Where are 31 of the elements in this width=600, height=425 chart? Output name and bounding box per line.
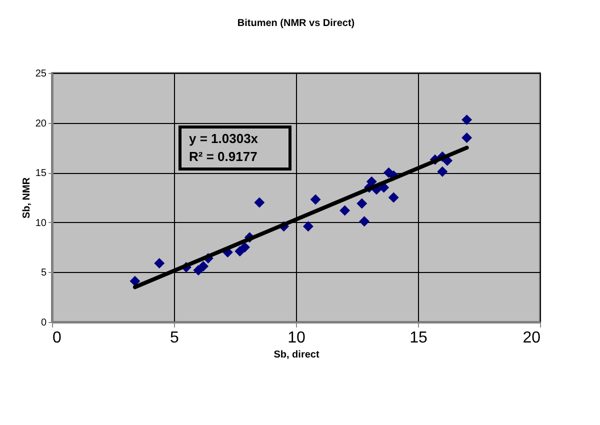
y-tick-label: 10	[35, 218, 47, 229]
point	[340, 205, 350, 216]
x-tick-label: 20	[522, 330, 541, 346]
x-axis-title: Sb, direct	[274, 350, 320, 360]
x-tick-label: 0	[52, 330, 62, 346]
y-tick-label: 20	[35, 118, 47, 130]
point	[310, 194, 321, 205]
point	[437, 166, 448, 177]
point	[388, 192, 399, 203]
point	[130, 276, 140, 286]
point	[462, 132, 472, 143]
point	[356, 198, 368, 209]
x-tick-label: 15	[410, 330, 428, 346]
point	[154, 258, 165, 268]
annotation: y = 1.0303x	[189, 131, 259, 146]
point	[254, 197, 265, 208]
point	[366, 176, 377, 187]
x-tick-label: 5	[170, 330, 180, 346]
y-tick-label: 25	[35, 68, 47, 80]
point	[359, 216, 370, 227]
point	[302, 221, 314, 232]
y-axis-title: Sb, NMR	[21, 176, 32, 219]
y-tick-label: 0	[40, 318, 47, 328]
point	[240, 242, 250, 253]
chart-title: Bitumen (NMR vs Direct)	[237, 18, 355, 29]
y-tick-label: 15	[35, 168, 47, 180]
point	[198, 260, 209, 272]
y-tick-label: 5	[40, 268, 47, 279]
x-tick-label: 10	[288, 330, 306, 346]
annotation: R² = 0.9177	[189, 149, 258, 164]
point	[462, 114, 472, 126]
